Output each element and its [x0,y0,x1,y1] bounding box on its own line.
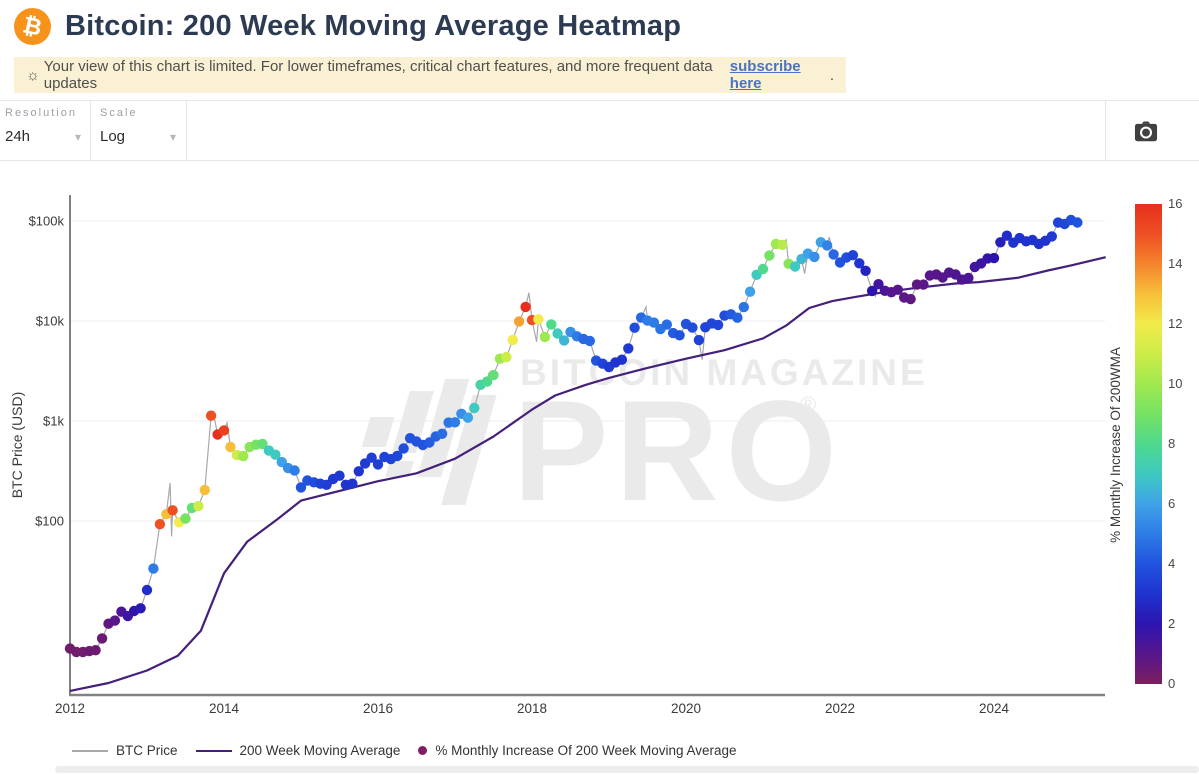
chart-toolbar: Resolution 24h ▾ Scale Log ▾ [0,100,1199,161]
svg-text:8: 8 [1168,436,1175,451]
legend-item-200wma[interactable]: 200 Week Moving Average [195,743,401,758]
svg-text:$10k: $10k [36,314,65,329]
svg-text:$100k: $100k [29,214,65,229]
legend-label: 200 Week Moving Average [239,743,401,758]
svg-text:$100: $100 [35,514,64,529]
y-axis-title: BTC Price (USD) [9,392,25,499]
svg-text:2012: 2012 [55,701,85,716]
scale-label: Scale [100,107,138,119]
toolbar-divider [186,101,187,161]
200wma-line [69,256,1106,692]
chevron-down-icon: ▾ [170,129,177,144]
resolution-label: Resolution [5,107,77,119]
notice-suffix: . [829,66,834,84]
page-header: ₿ Bitcoin: 200 Week Moving Average Heatm… [14,8,681,45]
svg-text:PRO: PRO [513,372,844,531]
svg-text:12: 12 [1168,316,1182,331]
gray-line-swatch [72,749,108,752]
horizontal-scrollbar[interactable] [55,766,1199,773]
bitcoin-icon: ₿ [14,8,51,45]
legend-item-btc-price[interactable]: BTC Price [72,743,178,758]
svg-text:2018: 2018 [517,701,547,716]
svg-text:2024: 2024 [979,701,1010,716]
svg-text:0: 0 [1168,676,1175,691]
svg-text:2016: 2016 [363,701,393,716]
chart-legend: BTC Price 200 Week Moving Average % Mont… [72,743,737,758]
svg-text:4: 4 [1168,556,1175,571]
sun-icon: ☼ [26,66,40,84]
colorbar: 16 14 12 10 8 6 4 2 0 % Monthly Increase Of 200WM… [1108,196,1182,691]
svg-text:2014: 2014 [209,701,240,716]
axes [69,195,1105,697]
gridlines [70,220,1105,522]
svg-text:2020: 2020 [671,701,701,716]
limited-notice-banner: ☼ Your view of this chart is limited. Fo… [14,57,846,93]
heatmap-dots[interactable] [64,214,1083,658]
camera-icon [1134,121,1158,142]
purple-line-swatch [195,749,232,752]
legend-label: BTC Price [116,743,178,758]
svg-text:$1k: $1k [43,414,64,429]
chevron-down-icon: ▾ [75,129,82,144]
dot-swatch [418,746,428,755]
svg-text:16: 16 [1168,196,1182,211]
toolbar-divider [90,101,91,161]
notice-text: Your view of this chart is limited. For … [43,58,713,92]
subscribe-link[interactable]: subscribe here [729,58,801,92]
toolbar-divider [1105,101,1106,161]
svg-text:10: 10 [1168,376,1182,391]
resolution-select[interactable]: 24h ▾ [5,128,82,145]
page-title: Bitcoin: 200 Week Moving Average Heatmap [65,10,682,42]
camera-button[interactable] [1128,114,1164,150]
svg-text:14: 14 [1168,256,1182,271]
scale-select[interactable]: Log ▾ [100,128,177,145]
svg-text:®: ® [800,392,816,417]
svg-text:6: 6 [1168,496,1175,511]
legend-item-monthly-increase[interactable]: % Monthly Increase Of 200 Week Moving Av… [418,743,737,758]
svg-text:BITCOIN MAGAZINE: BITCOIN MAGAZINE [520,352,928,393]
colorbar-title: % Monthly Increase Of 200WMA [1108,347,1123,543]
svg-text:2022: 2022 [825,701,855,716]
y-axis-labels: $100k $10k $1k $100 BTC Price (USD) [9,214,64,529]
x-axis-labels: 2012 2014 2016 2018 2020 2022 2024 [55,701,1010,716]
legend-label: % Monthly Increase Of 200 Week Moving Av… [435,743,737,758]
svg-text:2: 2 [1168,616,1175,631]
